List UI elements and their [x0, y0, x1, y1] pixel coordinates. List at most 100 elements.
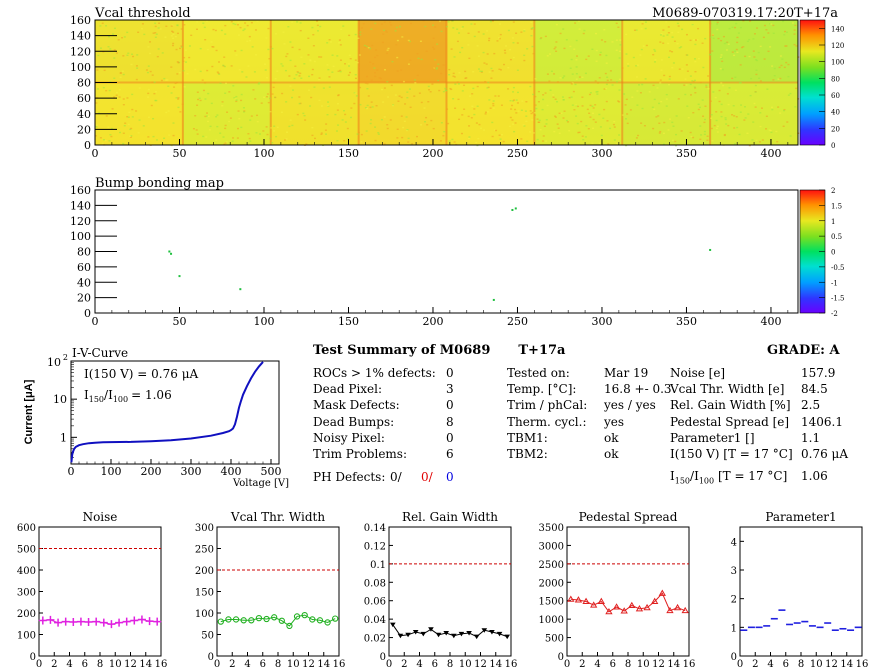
x-tick-label: 200: [422, 315, 443, 328]
pixel: [769, 130, 772, 132]
ratio-label-rest: [T = 17 °C]: [717, 469, 788, 483]
pixel: [376, 54, 379, 57]
pixel: [793, 29, 796, 31]
pixel: [417, 57, 420, 60]
pixel: [511, 37, 514, 39]
pixel: [276, 126, 279, 129]
pixel: [515, 32, 518, 34]
pixel: [618, 57, 621, 59]
pixel: [718, 100, 721, 103]
pixel: [669, 50, 672, 52]
pixel: [507, 29, 510, 32]
pixel: [488, 71, 491, 73]
pixel: [684, 78, 687, 80]
pixel: [713, 124, 716, 127]
pixel: [488, 99, 491, 101]
pixel: [394, 94, 397, 96]
pixel: [243, 28, 246, 30]
pixel: [468, 125, 471, 127]
pixel: [641, 107, 644, 110]
pixel: [436, 43, 439, 45]
pixel: [605, 62, 608, 64]
panel-point: [263, 615, 270, 623]
pixel: [765, 128, 768, 130]
pixel: [575, 115, 578, 117]
pixel: [750, 77, 753, 80]
pixel: [787, 94, 790, 96]
pixel: [386, 80, 389, 83]
pixel: [674, 140, 677, 143]
panel-y-tick-label: 200: [17, 609, 36, 620]
pixel: [677, 31, 680, 34]
pixel: [756, 27, 759, 29]
pixel: [725, 41, 728, 44]
pixel: [442, 90, 445, 93]
pixel: [705, 84, 708, 87]
pixel: [242, 29, 245, 32]
pixel: [154, 91, 157, 93]
pixel: [641, 83, 644, 86]
pixel: [689, 83, 692, 86]
roc-block: [622, 82, 711, 145]
pixel: [659, 130, 662, 133]
panel-y-tick-label: 250: [195, 545, 214, 556]
pixel: [668, 78, 671, 80]
pixel: [439, 140, 442, 142]
pixel: [495, 129, 498, 132]
pixel: [605, 54, 608, 57]
pixel: [529, 110, 532, 112]
colorbar-tick-label: 0: [831, 249, 835, 257]
pixel: [271, 142, 274, 144]
pixel: [563, 110, 566, 112]
pixel: [532, 27, 535, 29]
pixel: [367, 95, 370, 97]
panel-x-tick-label: 10: [459, 659, 472, 670]
pixel: [607, 143, 610, 145]
pixel: [195, 129, 198, 131]
pixel: [587, 55, 590, 57]
pixel: [236, 137, 239, 139]
pixel: [532, 132, 535, 134]
pixel: [288, 125, 291, 128]
pixel: [783, 66, 786, 69]
pixel: [316, 24, 319, 27]
pixel: [385, 31, 388, 33]
iv-x-tick-label: 200: [141, 465, 162, 478]
pixel: [794, 106, 797, 108]
pixel: [535, 107, 538, 110]
pixel: [96, 88, 99, 90]
panel-point: [574, 596, 583, 603]
rel-gain-width-frame: [388, 526, 512, 657]
pixel: [744, 117, 747, 119]
pixel: [268, 58, 271, 60]
pixel: [427, 85, 430, 88]
pixel: [497, 37, 500, 39]
pixel: [154, 36, 157, 38]
summary-label: Trim / phCal:: [507, 398, 588, 413]
pixel: [209, 125, 212, 128]
pixel: [575, 78, 578, 80]
pixel: [728, 87, 731, 89]
pixel: [516, 42, 519, 44]
roc-block: [534, 82, 623, 145]
pixel: [509, 116, 512, 119]
pixel: [468, 57, 471, 60]
pixel: [364, 82, 367, 84]
pixel: [673, 40, 676, 42]
panel-point: [278, 617, 285, 624]
pixel: [254, 29, 257, 31]
pixel: [398, 95, 401, 97]
pixel: [599, 51, 602, 54]
pixel: [154, 25, 157, 28]
pixel: [631, 96, 634, 98]
pixel: [591, 48, 594, 50]
x-tick-label: 100: [253, 147, 274, 160]
pixel: [358, 66, 361, 69]
pixel: [394, 30, 397, 32]
pixel: [571, 104, 574, 106]
panel-x-tick-label: 10: [810, 659, 823, 670]
pixel: [228, 120, 231, 123]
y-tick-label: 0: [84, 139, 91, 152]
pixel: [663, 143, 666, 145]
